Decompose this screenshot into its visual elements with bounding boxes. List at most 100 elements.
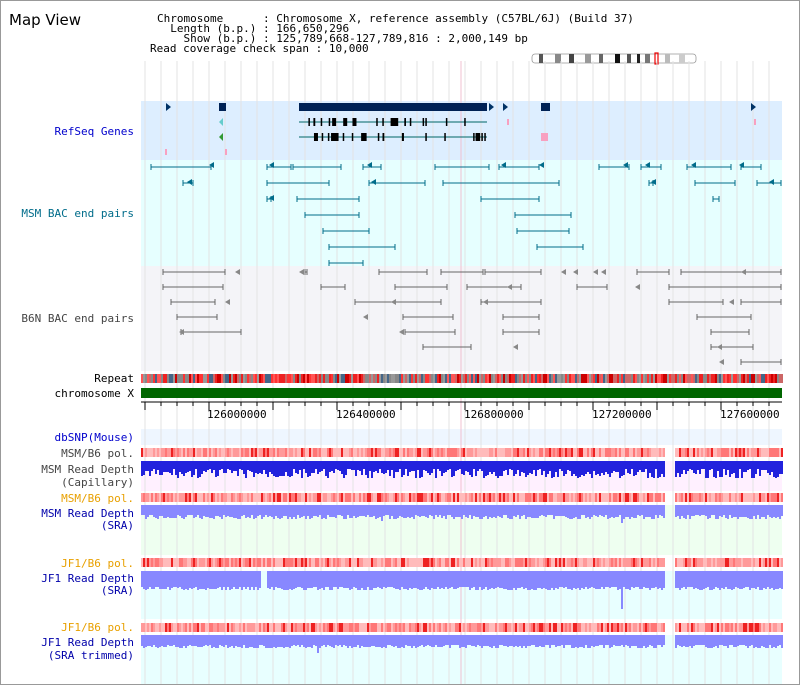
read-depth-bar (689, 635, 691, 646)
polymorphism-bar (297, 558, 299, 567)
chromosome-ideogram[interactable] (529, 51, 699, 67)
read-depth-bar (751, 505, 753, 519)
polymorphism-bar (449, 558, 451, 567)
track-label-jf1-b6-pol-2[interactable]: JF1/B6 pol. (61, 621, 134, 634)
read-depth-bar (371, 461, 373, 478)
read-depth-bar (227, 635, 229, 648)
read-depth-bar (531, 635, 533, 645)
track-label-jf1-b6-pol-1[interactable]: JF1/B6 pol. (61, 557, 134, 570)
polymorphism-bar (255, 623, 257, 632)
polymorphism-bar (741, 558, 743, 567)
polymorphism-bar (141, 558, 143, 567)
polymorphism-bar (293, 493, 295, 502)
repeat-segment (281, 374, 283, 383)
read-depth-bar (547, 571, 549, 590)
polymorphism-bar (327, 623, 329, 632)
read-depth-bar (735, 635, 737, 647)
polymorphism-bar (355, 493, 357, 502)
repeat-segment (311, 374, 313, 383)
read-depth-bar (271, 571, 273, 587)
read-depth-bar (479, 635, 481, 646)
polymorphism-bar (307, 623, 309, 632)
polymorphism-bar (691, 448, 693, 457)
exon (425, 133, 427, 141)
polymorphism-bar (459, 623, 461, 632)
polymorphism-bar (547, 448, 549, 457)
polymorphism-bar (245, 493, 247, 502)
polymorphism-bar (509, 448, 511, 457)
read-depth-bar (503, 635, 505, 646)
polymorphism-bar (327, 448, 329, 457)
track-label-jf1-depth-sra-2[interactable]: (SRA) (100, 584, 134, 597)
read-depth-bar (283, 461, 285, 476)
track-label-jf1-depth-trim-2[interactable]: (SRA trimmed) (47, 649, 134, 662)
polymorphism-bar (391, 493, 393, 502)
repeat-segment (345, 374, 347, 383)
read-depth-bar (649, 571, 651, 590)
polymorphism-bar (447, 493, 449, 502)
polymorphism-bar (347, 623, 349, 632)
polymorphism-bar (695, 448, 697, 457)
repeat-segment (499, 374, 501, 383)
track-label-msm-depth-sra-2[interactable]: (SRA) (100, 519, 134, 532)
read-depth-bar (755, 635, 757, 647)
read-depth-bar (565, 571, 567, 587)
polymorphism-bar (629, 493, 631, 502)
read-depth-bar (743, 571, 745, 588)
repeat-segment (429, 374, 431, 383)
polymorphism-bar (217, 623, 219, 632)
repeat-segment (587, 374, 589, 383)
polymorphism-bar (353, 448, 355, 457)
polymorphism-bar (311, 493, 313, 502)
read-depth-bar (365, 461, 367, 475)
read-depth-bar (327, 635, 329, 645)
read-depth-bar (329, 461, 331, 472)
polymorphism-bar (297, 448, 299, 457)
polymorphism-bar (357, 558, 359, 567)
read-depth-bar (335, 571, 337, 587)
track-label-msm-depth-cap-2[interactable]: (Capillary) (61, 476, 134, 489)
polymorphism-bar (559, 448, 561, 457)
polymorphism-bar (561, 493, 563, 502)
polymorphism-bar (289, 558, 291, 567)
polymorphism-bar (441, 558, 443, 567)
polymorphism-bar (469, 448, 471, 457)
read-depth-bar (201, 505, 203, 519)
read-depth-bar (387, 635, 389, 645)
track-label-msm-b6-pol-1[interactable]: MSM/B6 pol. (61, 447, 134, 460)
read-depth-spike (621, 571, 623, 609)
polymorphism-bar (593, 493, 595, 502)
track-label-b6n-bac[interactable]: B6N BAC end pairs (21, 312, 134, 325)
read-depth-bar (397, 461, 399, 472)
polymorphism-bar (365, 448, 367, 457)
polymorphism-bar (463, 493, 465, 502)
track-label-msm-depth-cap-1[interactable]: MSM Read Depth (41, 463, 134, 476)
polymorphism-bar (439, 493, 441, 502)
read-depth-bar (261, 635, 263, 645)
polymorphism-bar (733, 493, 735, 502)
polymorphism-bar (385, 558, 387, 567)
track-label-refseq[interactable]: RefSeq Genes (54, 125, 134, 138)
polymorphism-bar (525, 493, 527, 502)
polymorphism-bar (571, 558, 573, 567)
track-label-msm-b6-pol-2[interactable]: MSM/B6 pol. (61, 492, 134, 505)
track-label-jf1-depth-trim-1[interactable]: JF1 Read Depth (41, 636, 134, 649)
read-depth-bar (247, 505, 249, 517)
read-depth-bar (731, 461, 733, 474)
repeat-segment (215, 374, 217, 383)
repeat-segment (389, 374, 391, 383)
polymorphism-bar (337, 623, 339, 632)
repeat-segment (669, 374, 671, 383)
b6n-bac-arrow (225, 299, 230, 305)
track-label-msm-bac[interactable]: MSM BAC end pairs (21, 207, 134, 220)
read-depth-bar (173, 635, 175, 645)
polymorphism-bar (601, 448, 603, 457)
read-depth-bar (193, 571, 195, 588)
track-label-jf1-depth-sra-1[interactable]: JF1 Read Depth (41, 572, 134, 585)
read-depth-bar (255, 571, 257, 587)
read-depth-bar (629, 571, 631, 590)
read-depth-bar (521, 505, 523, 516)
track-label-msm-depth-sra-1[interactable]: MSM Read Depth (41, 507, 134, 520)
track-label-dbsnp[interactable]: dbSNP(Mouse) (54, 431, 134, 444)
